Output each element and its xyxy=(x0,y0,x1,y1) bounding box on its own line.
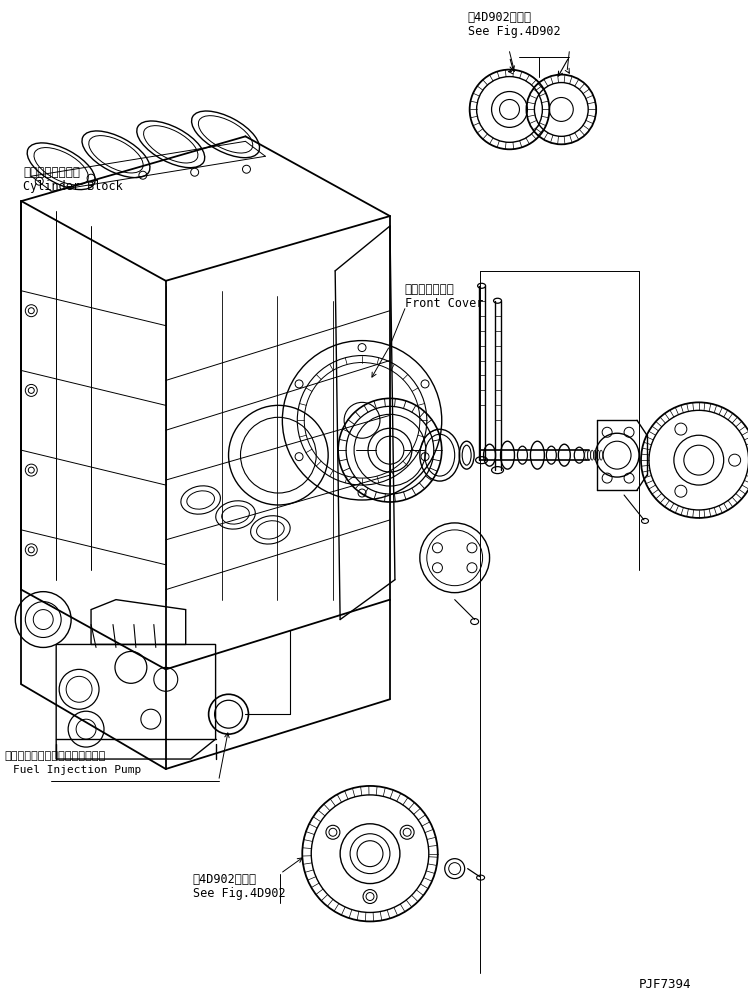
Text: フェエルインジェクションポンプ: フェエルインジェクションポンプ xyxy=(4,751,106,761)
Text: フロントカバー: フロントカバー xyxy=(405,283,455,296)
Text: Cylinder Block: Cylinder Block xyxy=(23,180,123,193)
Text: See Fig.4D902: See Fig.4D902 xyxy=(467,25,560,38)
Text: シリンダブロック: シリンダブロック xyxy=(23,166,80,179)
Text: Fuel Injection Pump: Fuel Injection Pump xyxy=(13,765,142,775)
Text: 第4D902図参照: 第4D902図参照 xyxy=(467,11,532,24)
Text: See Fig.4D902: See Fig.4D902 xyxy=(192,886,285,899)
Text: 第4D902図参照: 第4D902図参照 xyxy=(192,872,257,885)
Text: Front Cover: Front Cover xyxy=(405,297,483,310)
Text: PJF7394: PJF7394 xyxy=(639,978,691,991)
